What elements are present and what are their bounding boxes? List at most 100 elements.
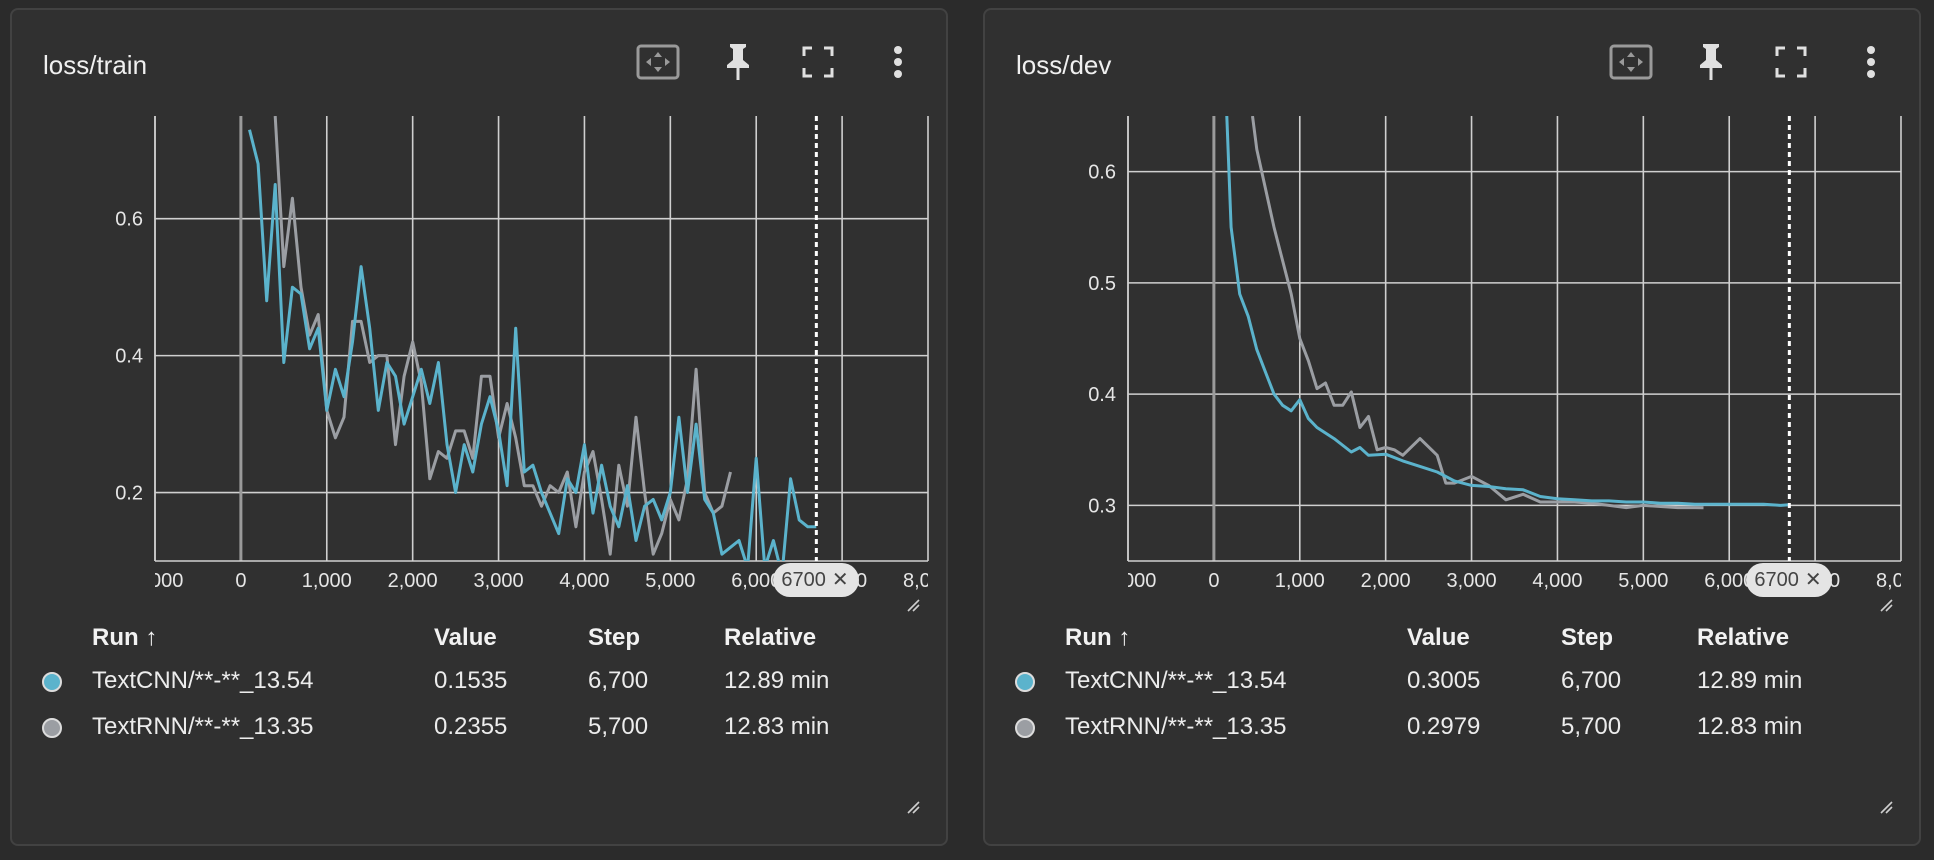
x-tick-label: 6,000: [1704, 570, 1754, 592]
x-tick-label: 5,000: [1618, 570, 1668, 592]
x-tick-label: 0: [235, 570, 246, 592]
fullscreen-icon: [802, 46, 834, 78]
x-tick-label: -1,000: [1100, 570, 1157, 592]
resize-handle[interactable]: [1879, 598, 1893, 612]
card-title: loss/dev: [1016, 50, 1112, 80]
more-vert-icon: [1867, 46, 1875, 78]
resize-handle-icon: [907, 599, 920, 612]
fullscreen-button[interactable]: [1769, 40, 1813, 84]
fit-domain-button[interactable]: [1609, 40, 1653, 84]
x-tick-label: 6,000: [731, 570, 781, 592]
series-line: [1225, 116, 1790, 507]
line-chart-svg: 0.2 0.4 0.6 -1,000 0 1,000 2,000 3,000 4,000 5,00…: [115, 116, 929, 592]
step-marker-value: 6700: [1754, 569, 1799, 591]
table-row: TextRNN/**-**_13.35 0.2355 5,700 12.83 m…: [42, 704, 924, 750]
step-marker-chip[interactable]: 6700 ✕: [1746, 563, 1833, 597]
y-tick-label: 0.2: [115, 483, 143, 505]
series-line: [273, 116, 732, 556]
pin-button[interactable]: [1689, 40, 1733, 84]
resize-handle-icon: [1880, 801, 1893, 814]
header-relative[interactable]: Relative: [724, 624, 817, 651]
x-tick-label: 4,000: [559, 570, 609, 592]
run-name: TextRNN/**-**_13.35: [1065, 713, 1287, 740]
run-color-swatch[interactable]: [1015, 671, 1035, 692]
x-tick-label: 2,000: [388, 570, 438, 592]
chart-card-loss-train: loss/train 0.2 0.4 0.6 -1,000 0 1,000 2,000 3,0…: [10, 8, 948, 846]
x-tick-label: -1,000: [127, 570, 184, 592]
x-tick-label: 8,000: [1876, 570, 1926, 592]
x-tick-label: 1,000: [302, 570, 352, 592]
more-vert-icon: [894, 46, 902, 78]
x-tick-label: 0: [1208, 570, 1219, 592]
y-tick-label: 0.5: [1088, 273, 1116, 295]
run-color-swatch[interactable]: [42, 717, 62, 738]
header-step[interactable]: Step: [588, 624, 641, 651]
run-color-swatch[interactable]: [42, 671, 62, 692]
pin-icon: [727, 44, 749, 80]
series-line: [1251, 116, 1704, 510]
runs-table-header: Run ↑ Value Step Relative: [42, 618, 924, 658]
step-marker-value: 6700: [781, 569, 826, 591]
run-relative: 12.89 min: [1697, 667, 1803, 694]
header-step[interactable]: Step: [1561, 624, 1614, 651]
x-tick-label: 3,000: [1447, 570, 1497, 592]
fit-domain-icon: [636, 44, 680, 80]
header-value[interactable]: Value: [434, 624, 497, 651]
fit-domain-button[interactable]: [636, 40, 680, 84]
close-icon[interactable]: ✕: [831, 569, 849, 591]
resize-handle[interactable]: [906, 800, 920, 814]
y-tick-label: 0.3: [1088, 495, 1116, 517]
y-tick-label: 0.6: [115, 209, 143, 231]
x-tick-label: 1,000: [1275, 570, 1325, 592]
y-tick-label: 0.4: [115, 346, 143, 368]
resize-handle[interactable]: [906, 598, 920, 612]
runs-table: Run ↑ Value Step Relative TextCNN/**-**_…: [1015, 618, 1897, 750]
run-color-swatch[interactable]: [1015, 717, 1035, 738]
y-tick-label: 0.6: [1088, 162, 1116, 184]
table-row: TextCNN/**-**_13.54 0.1535 6,700 12.89 m…: [42, 658, 924, 704]
fullscreen-button[interactable]: [796, 40, 840, 84]
run-step: 6,700: [588, 667, 649, 694]
run-value: 0.2355: [434, 713, 508, 740]
x-tick-label: 5,000: [645, 570, 695, 592]
y-tick-label: 0.4: [1088, 384, 1116, 406]
header-run[interactable]: Run ↑: [92, 624, 158, 651]
close-icon[interactable]: ✕: [1804, 569, 1822, 591]
header-run[interactable]: Run ↑: [1065, 624, 1131, 651]
x-tick-label: 3,000: [474, 570, 524, 592]
table-row: TextRNN/**-**_13.35 0.2979 5,700 12.83 m…: [1015, 704, 1897, 750]
fit-domain-icon: [1609, 44, 1653, 80]
run-step: 6,700: [1561, 667, 1622, 694]
more-options-button[interactable]: [1849, 40, 1893, 84]
header-relative[interactable]: Relative: [1697, 624, 1790, 651]
runs-table: Run ↑ Value Step Relative TextCNN/**-**_…: [42, 618, 924, 750]
run-value: 0.1535: [434, 667, 508, 694]
run-value: 0.2979: [1407, 713, 1481, 740]
chart-card-loss-dev: loss/dev 0.3 0.4 0.5 0.6 -1,000 0 1,000 2,000 3,…: [983, 8, 1921, 846]
table-row: TextCNN/**-**_13.54 0.3005 6,700 12.89 m…: [1015, 658, 1897, 704]
line-chart-plot[interactable]: 0.3 0.4 0.5 0.6 -1,000 0 1,000 2,000 3,000 4,000 5…: [1025, 106, 1905, 626]
header-value[interactable]: Value: [1407, 624, 1470, 651]
run-value: 0.3005: [1407, 667, 1481, 694]
run-name: TextCNN/**-**_13.54: [92, 667, 314, 694]
x-tick-label: 8,000: [903, 570, 953, 592]
pin-button[interactable]: [716, 40, 760, 84]
more-options-button[interactable]: [876, 40, 920, 84]
x-tick-label: 4,000: [1532, 570, 1582, 592]
resize-handle-icon: [1880, 599, 1893, 612]
card-title: loss/train: [43, 50, 148, 80]
run-relative: 12.83 min: [1697, 713, 1803, 740]
run-name: TextCNN/**-**_13.54: [1065, 667, 1287, 694]
run-step: 5,700: [588, 713, 649, 740]
resize-handle[interactable]: [1879, 800, 1893, 814]
run-relative: 12.83 min: [724, 713, 830, 740]
run-name: TextRNN/**-**_13.35: [92, 713, 314, 740]
run-step: 5,700: [1561, 713, 1622, 740]
step-marker-chip[interactable]: 6700 ✕: [773, 563, 860, 597]
line-chart-plot[interactable]: 0.2 0.4 0.6 -1,000 0 1,000 2,000 3,000 4,000 5,00…: [52, 106, 932, 626]
pin-icon: [1700, 44, 1722, 80]
series-line: [248, 129, 817, 561]
line-chart-svg: 0.3 0.4 0.5 0.6 -1,000 0 1,000 2,000 3,000 4,000 5…: [1088, 116, 1902, 592]
resize-handle-icon: [907, 801, 920, 814]
run-relative: 12.89 min: [724, 667, 830, 694]
